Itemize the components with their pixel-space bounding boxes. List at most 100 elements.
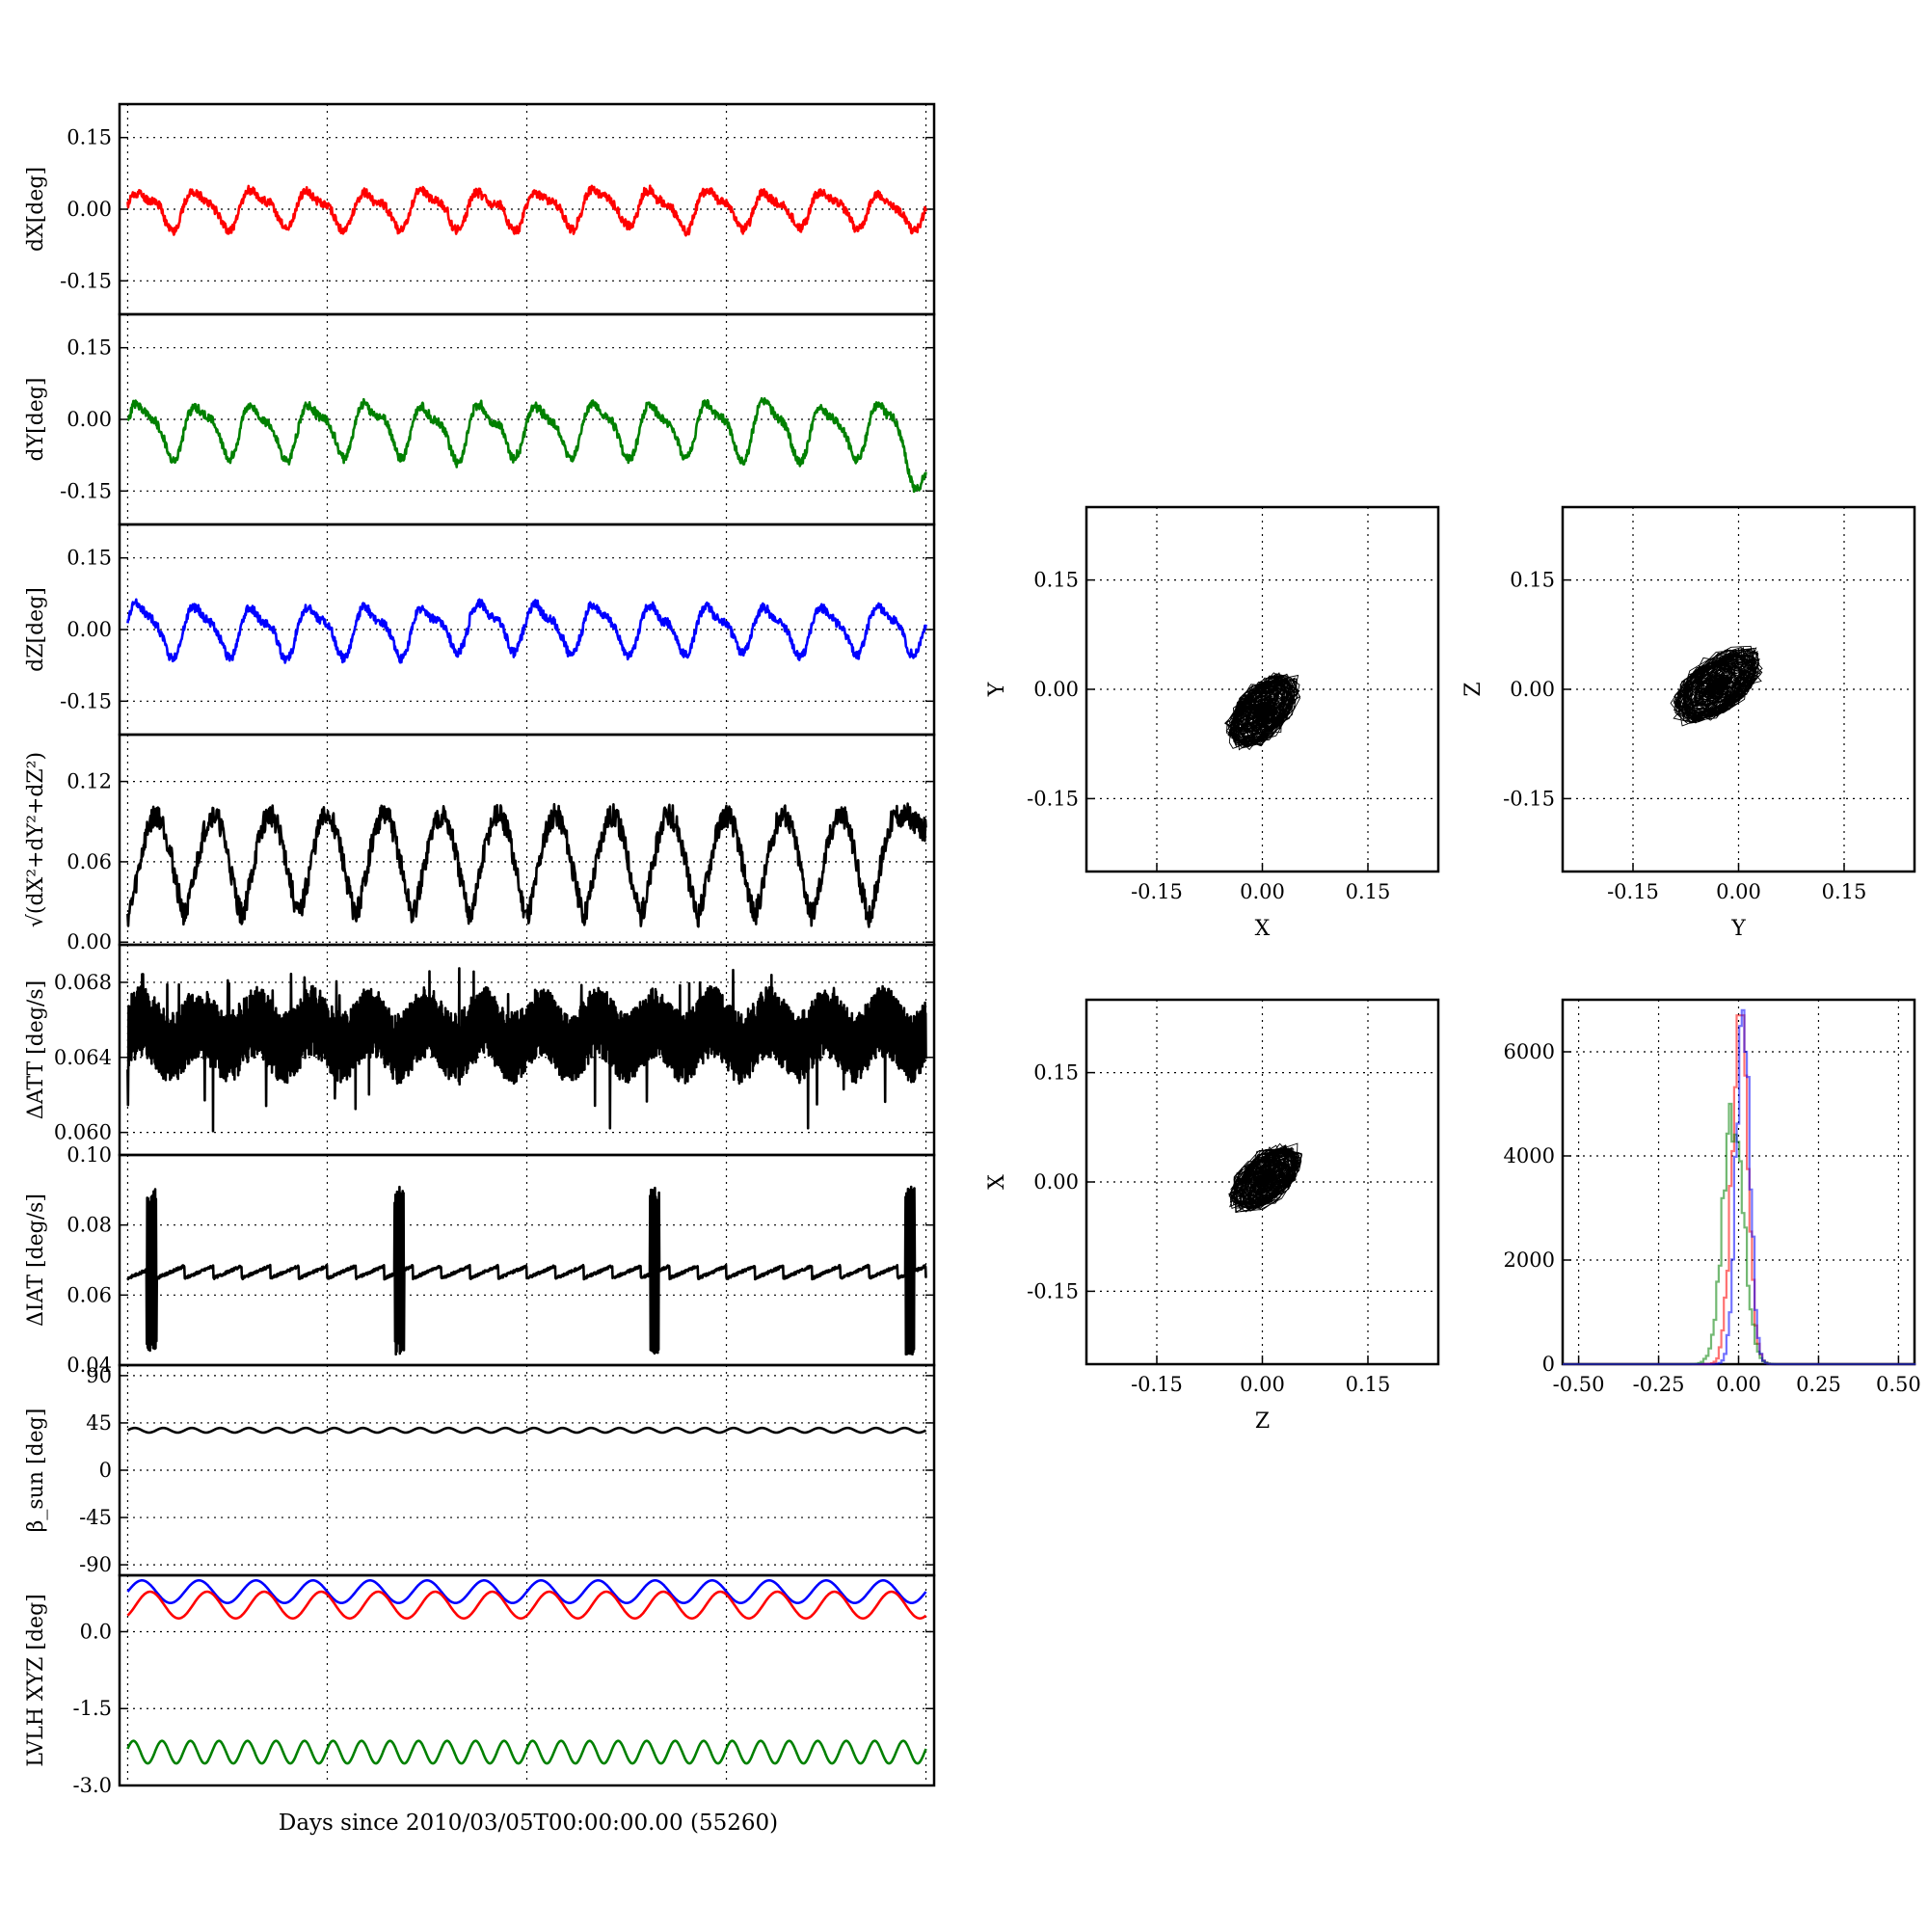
panel-2-series xyxy=(126,396,927,494)
panel-3: 0.15 0.00 -0.15 dZ[deg] xyxy=(24,523,936,737)
panel-7-ytick-label-0: 90 xyxy=(86,1364,112,1387)
panel-6-ytick-label-2: 0.06 xyxy=(67,1283,112,1306)
panel-10-ylabel: Z xyxy=(1461,682,1486,696)
histogram-series-2 xyxy=(1563,1102,1916,1366)
panel-5-ytick-label-1: 0.064 xyxy=(54,1046,112,1069)
panel-9-xtick-label-2: 0.15 xyxy=(1346,880,1391,903)
panel-9-trajectory xyxy=(1223,672,1301,751)
panel-3-series xyxy=(126,598,927,664)
panel-12-xtick-label-4: 0.50 xyxy=(1876,1373,1921,1396)
panel-7-ytick-label-1: 45 xyxy=(86,1411,112,1435)
panel-6-series xyxy=(126,1185,927,1356)
panel-5-ylabel: ΔATT [deg/s] xyxy=(24,980,48,1119)
panel-9-ytick-label-0: 0.15 xyxy=(1033,569,1079,592)
panel-4-series xyxy=(126,802,927,928)
panel-6-ytick-label-1: 0.08 xyxy=(67,1214,112,1237)
panel-9-xlabel: X xyxy=(1255,917,1271,941)
panel-10-ytick-label-1: 0.00 xyxy=(1510,678,1555,701)
panel-1-series xyxy=(126,184,927,237)
panel-9-ytick-label-2: -0.15 xyxy=(1027,787,1079,810)
panel-9-ytick-label-1: 0.00 xyxy=(1033,678,1079,701)
panel-1-ytick-label-1: 0.00 xyxy=(67,198,112,221)
panel-10-ytick-label-2: -0.15 xyxy=(1503,787,1555,810)
panel-2-ylabel: dY[deg] xyxy=(24,378,48,462)
panel-10-frame xyxy=(1561,505,1916,873)
panel-12-xtick-label-2: 0.00 xyxy=(1716,1373,1761,1396)
panel-11-frame xyxy=(1084,998,1440,1366)
panel-7: 90 45 0 -45 -90 β_sun [deg] xyxy=(24,1363,936,1577)
panel-8-series-3 xyxy=(126,1739,927,1765)
panel-2: 0.15 0.00 -0.15 dY[deg] xyxy=(24,312,936,526)
panel-7-ylabel: β_sun [deg] xyxy=(24,1409,48,1533)
panel-6-ylabel: ΔIAT [deg/s] xyxy=(24,1194,48,1327)
panel-8: 0.0 -1.5 -3.0 LVLH XYZ [deg] xyxy=(24,1573,936,1797)
panel-9: -0.15 0.00 0.15 0.15 0.00 -0.15 X Y xyxy=(985,505,1440,941)
panel-11: -0.15 0.00 0.15 0.15 0.00 -0.15 Z X xyxy=(985,998,1440,1434)
panel-1-ytick-label-2: -0.15 xyxy=(60,269,112,292)
panel-10-xtick-label-0: -0.15 xyxy=(1607,880,1659,903)
panel-9-frame xyxy=(1084,505,1440,873)
panel-10-trajectory xyxy=(1670,645,1763,727)
panel-5-ytick-label-2: 0.060 xyxy=(54,1121,112,1144)
panel-8-series-1 xyxy=(126,1579,927,1604)
panel-8-series-2 xyxy=(126,1590,927,1620)
panel-12-ytick-label-2: 2000 xyxy=(1504,1248,1555,1272)
panel-1-ylabel: dX[deg] xyxy=(24,167,48,252)
panel-11-ytick-label-0: 0.15 xyxy=(1033,1061,1079,1085)
panel-11-xtick-label-0: -0.15 xyxy=(1131,1373,1183,1396)
panel-11-ytick-label-2: -0.15 xyxy=(1027,1279,1079,1302)
panel-4-ytick-label-0: 0.12 xyxy=(67,770,112,793)
panel-12-ytick-label-1: 4000 xyxy=(1504,1144,1555,1167)
shared-x-axis-label: Days since 2010/03/05T00:00:00.00 (55260… xyxy=(279,1811,778,1836)
panel-9-xtick-label-0: -0.15 xyxy=(1131,880,1183,903)
panel-10-ytick-label-0: 0.15 xyxy=(1510,569,1555,592)
panel-8-ytick-label-0: 0.0 xyxy=(80,1620,112,1643)
panel-5-series xyxy=(126,967,927,1133)
panel-3-ylabel: dZ[deg] xyxy=(24,587,48,672)
panel-10-xtick-label-1: 0.00 xyxy=(1716,880,1761,903)
panel-12-xtick-label-1: -0.25 xyxy=(1633,1373,1685,1396)
panel-11-xlabel: Z xyxy=(1255,1409,1270,1434)
histogram-series-3 xyxy=(1563,1008,1916,1366)
panel-3-ytick-label-2: -0.15 xyxy=(60,689,112,712)
panel-11-ylabel: X xyxy=(985,1174,1009,1190)
panel-3-ytick-label-0: 0.15 xyxy=(67,547,112,570)
panel-5: 0.068 0.064 0.060 ΔATT [deg/s] xyxy=(24,943,936,1157)
panel-6: 0.10 0.08 0.06 0.04 ΔIAT [deg/s] xyxy=(24,1143,936,1377)
panel-2-ytick-label-2: -0.15 xyxy=(60,479,112,502)
panel-7-ytick-label-4: -90 xyxy=(79,1553,112,1576)
panel-9-xtick-label-1: 0.00 xyxy=(1240,880,1285,903)
panel-11-xtick-label-1: 0.00 xyxy=(1240,1373,1285,1396)
panel-4: 0.12 0.06 0.00 √(dX²+dY²+dZ²) xyxy=(24,733,936,953)
panel-4-ytick-label-1: 0.06 xyxy=(67,850,112,873)
panel-3-ytick-label-1: 0.00 xyxy=(67,618,112,641)
panel-12: -0.50 -0.25 0.00 0.25 0.50 6000 4000 2000 0 xyxy=(1504,998,1921,1396)
panel-7-ytick-label-3: -45 xyxy=(79,1506,112,1529)
panel-4-ytick-label-2: 0.00 xyxy=(67,930,112,953)
panel-11-trajectory xyxy=(1227,1142,1303,1214)
panel-6-ytick-label-3: 0.04 xyxy=(67,1354,112,1377)
panel-10: -0.15 0.00 0.15 0.15 0.00 -0.15 Y Z xyxy=(1461,505,1916,941)
panel-12-xtick-label-3: 0.25 xyxy=(1796,1373,1841,1396)
panel-9-ylabel: Y xyxy=(985,682,1009,697)
panel-11-xtick-label-2: 0.15 xyxy=(1346,1373,1391,1396)
panel-4-ylabel: √(dX²+dY²+dZ²) xyxy=(24,752,48,927)
panel-2-ytick-label-1: 0.00 xyxy=(67,408,112,431)
panel-10-xlabel: Y xyxy=(1730,917,1746,941)
panel-8-ytick-label-1: -1.5 xyxy=(73,1697,113,1720)
panel-1: 0.15 0.00 -0.15 dX[deg] xyxy=(24,102,936,316)
panel-12-xtick-label-0: -0.50 xyxy=(1553,1373,1605,1396)
panel-7-ytick-label-2: 0 xyxy=(99,1459,112,1482)
panel-12-frame xyxy=(1561,998,1916,1366)
panel-12-ytick-label-0: 6000 xyxy=(1504,1040,1555,1063)
panel-12-ytick-label-3: 0 xyxy=(1542,1353,1555,1376)
panel-10-xtick-label-2: 0.15 xyxy=(1822,880,1867,903)
panel-8-frame xyxy=(118,1573,936,1787)
panel-1-ytick-label-0: 0.15 xyxy=(67,126,112,149)
panel-8-ytick-label-2: -3.0 xyxy=(73,1774,113,1797)
panel-5-ytick-label-0: 0.068 xyxy=(54,971,112,994)
panel-11-ytick-label-1: 0.00 xyxy=(1033,1170,1079,1194)
panel-6-ytick-label-0: 0.10 xyxy=(67,1143,112,1167)
